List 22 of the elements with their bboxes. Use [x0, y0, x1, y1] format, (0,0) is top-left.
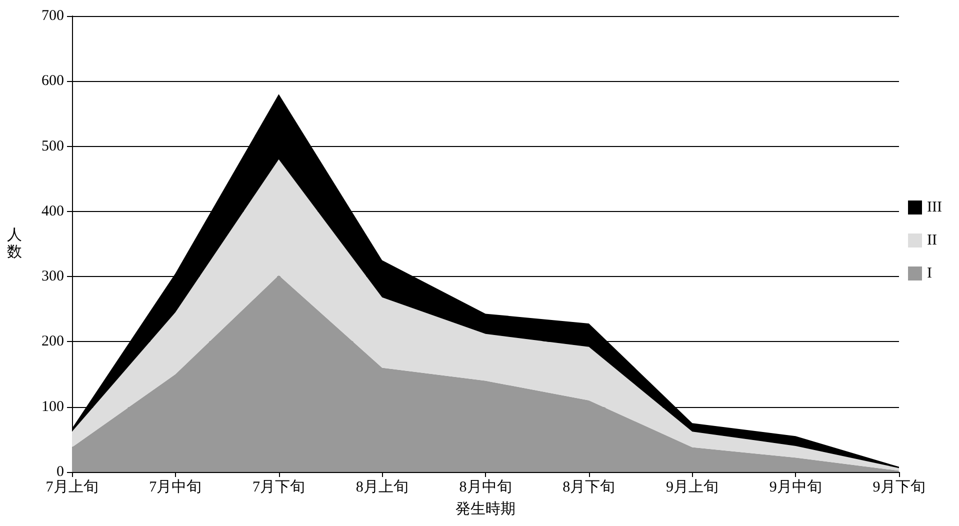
x-tick-label: 9月中旬: [769, 478, 822, 496]
y-tick-label: 700: [42, 8, 64, 24]
legend-label: I: [927, 266, 932, 282]
y-tick-label: 300: [42, 268, 64, 285]
y-tick-label: 200: [42, 334, 64, 350]
x-axis-title: 発生時期: [456, 500, 516, 518]
y-tick-label: 100: [42, 398, 64, 415]
x-tick-label: 9月下旬: [872, 478, 926, 496]
x-tick-label: 7月上旬: [46, 478, 98, 496]
y-tick-label: 500: [42, 138, 64, 154]
y-axis-title: 人数: [7, 228, 22, 260]
legend-label: II: [927, 232, 938, 248]
x-tick-label: 7月下旬: [252, 478, 305, 496]
x-tick-label: 9月上旬: [666, 478, 718, 496]
y-tick-label: 400: [42, 203, 64, 220]
x-tick-label: 8月下旬: [562, 478, 616, 496]
legend-label: III: [927, 200, 942, 216]
y-tick-label: 0: [56, 464, 64, 480]
x-tick-label: 8月上旬: [356, 478, 408, 496]
x-tick-label: 7月中旬: [149, 478, 202, 496]
x-tick-label: 8月中旬: [459, 478, 512, 496]
y-tick-label: 600: [42, 73, 64, 90]
